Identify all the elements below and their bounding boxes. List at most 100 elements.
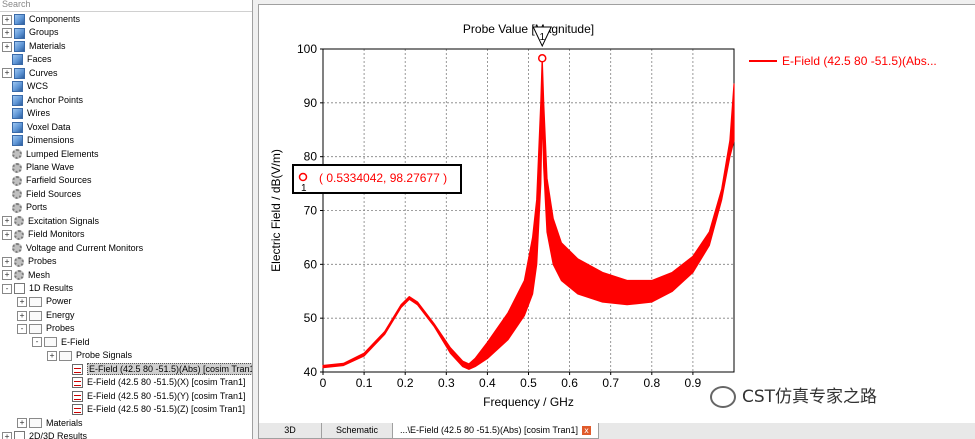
tree-item[interactable]: + Probes	[2, 255, 57, 268]
gear-icon	[12, 149, 22, 160]
collapse-icon[interactable]: -	[2, 283, 12, 294]
gear-icon	[14, 270, 24, 281]
tree-item[interactable]: E-Field (42.5 80 -51.5)(Abs) [cosim Tran…	[62, 362, 252, 376]
tree-item[interactable]: - E-Field	[32, 336, 90, 349]
marker-readout-box[interactable]	[292, 164, 462, 194]
tab-3d-label: 3D	[284, 425, 296, 435]
tree-line-icon	[62, 392, 70, 400]
tree-item-label: Voxel Data	[27, 121, 71, 132]
tree-item[interactable]: + Power	[17, 295, 72, 308]
x-tick-label: 0.2	[397, 376, 414, 390]
tree-item-label: Probes	[28, 256, 57, 267]
chart-title: Probe Value [Magnitude]	[463, 22, 594, 36]
gear-icon	[12, 243, 22, 254]
tree-item[interactable]: + Energy	[17, 309, 75, 322]
x-tick-label: 0.5	[520, 376, 537, 390]
marker-readout-point-icon	[298, 172, 308, 182]
tree-line-icon	[2, 83, 10, 91]
expand-icon[interactable]: +	[47, 350, 57, 361]
tree-item[interactable]: Dimensions	[2, 134, 74, 147]
chart-svg[interactable]: Probe Value [Magnitude] 0 0.1 0.2 0.3 0.4 0.5 0…	[259, 5, 975, 423]
expand-icon[interactable]: +	[2, 41, 12, 52]
tree-item[interactable]: + Curves	[2, 67, 58, 80]
tree-line-icon	[2, 96, 10, 104]
folder-icon	[29, 418, 42, 429]
y-tick-label: 90	[304, 96, 318, 110]
expand-icon[interactable]: +	[17, 297, 27, 308]
tree-item[interactable]: + Probe Signals	[47, 349, 132, 362]
folder-icon	[44, 337, 57, 348]
tree-line-icon	[62, 379, 70, 387]
tree-item[interactable]: E-Field (42.5 80 -51.5)(Y) [cosim Tran1]	[62, 390, 246, 403]
tree-line-icon	[2, 204, 10, 212]
tree-item[interactable]: E-Field (42.5 80 -51.5)(Z) [cosim Tran1]	[62, 403, 245, 416]
cube-icon	[14, 14, 25, 26]
tree-search-field[interactable]: Search	[0, 0, 252, 12]
marker-point[interactable]	[537, 54, 547, 63]
tree-item[interactable]: Plane Wave	[2, 161, 74, 174]
tree-item-label: Anchor Points	[27, 94, 84, 105]
expand-icon[interactable]: +	[2, 270, 12, 281]
tree-item[interactable]: Wires	[2, 107, 50, 120]
tree-item[interactable]: Lumped Elements	[2, 148, 99, 161]
cube-icon	[12, 94, 23, 106]
tree-item[interactable]: Anchor Points	[2, 94, 83, 107]
tree-item-label: Wires	[27, 108, 50, 119]
gear-icon	[14, 256, 24, 267]
collapse-icon[interactable]: -	[17, 323, 27, 334]
tree-item[interactable]: + Components	[2, 13, 80, 26]
tree-item-label: Curves	[29, 67, 58, 78]
tree-item[interactable]: + Mesh	[2, 269, 50, 282]
tree-item[interactable]: + Materials	[17, 417, 83, 430]
tree-item-label: Voltage and Current Monitors	[26, 242, 144, 253]
expand-icon[interactable]: +	[2, 431, 12, 439]
tree-item[interactable]: Voltage and Current Monitors	[2, 242, 143, 255]
close-icon[interactable]: x	[582, 426, 592, 436]
tree-item[interactable]: Field Sources	[2, 188, 81, 201]
tree-item-label: E-Field	[61, 336, 90, 347]
gear-icon	[12, 176, 22, 187]
y-tick-label: 60	[304, 257, 318, 271]
expand-icon[interactable]: +	[2, 216, 12, 227]
watermark-text: CST仿真专家之路	[742, 387, 878, 407]
sig-icon	[72, 377, 83, 389]
marker-readout-id: 1	[301, 183, 307, 194]
tree-line-icon	[2, 110, 10, 118]
tree-item[interactable]: + Materials	[2, 40, 66, 53]
tree-item[interactable]: - Probes	[17, 322, 75, 335]
expand-icon[interactable]: +	[17, 418, 27, 429]
tree-line-icon	[62, 365, 70, 373]
gear-icon	[14, 229, 24, 240]
tree-item[interactable]: Voxel Data	[2, 121, 71, 134]
tree-item[interactable]: Faces	[2, 53, 52, 66]
expand-icon[interactable]: +	[2, 256, 12, 267]
y-tick-label: 40	[304, 365, 318, 379]
expand-icon[interactable]: +	[17, 310, 27, 321]
tab-schematic[interactable]: Schematic	[321, 423, 393, 439]
plot-window[interactable]: Probe Value [Magnitude] 0 0.1 0.2 0.3 0.4 0.5 0…	[258, 4, 975, 424]
tree-item-label: E-Field (42.5 80 -51.5)(Y) [cosim Tran1]	[87, 390, 246, 401]
tree-item[interactable]: +2D/3D Results	[2, 430, 87, 439]
tab-result[interactable]: ...\E-Field (42.5 80 -51.5)(Abs) [cosim …	[392, 423, 599, 439]
tree-item[interactable]: Ports	[2, 201, 47, 214]
tree-item[interactable]: + Excitation Signals	[2, 215, 99, 228]
tree-item[interactable]: Farfield Sources	[2, 174, 92, 187]
expand-icon[interactable]: +	[2, 14, 12, 25]
expand-icon[interactable]: +	[2, 68, 12, 79]
cube-icon	[14, 27, 25, 39]
series-band[interactable]	[322, 57, 735, 370]
tree-item[interactable]: + Groups	[2, 26, 59, 39]
navigation-tree[interactable]: Search + Components + Groups + Materials Faces…	[0, 0, 253, 439]
tree-item-label: Farfield Sources	[26, 175, 92, 186]
expand-icon[interactable]: +	[2, 229, 12, 240]
tree-item[interactable]: E-Field (42.5 80 -51.5)(X) [cosim Tran1]	[62, 376, 246, 389]
tree-item[interactable]: - 1D Results	[2, 282, 73, 295]
collapse-icon[interactable]: -	[32, 337, 42, 348]
tree-item[interactable]: WCS	[2, 80, 48, 93]
tree-item-label: E-Field (42.5 80 -51.5)(Abs) [cosim Tran…	[87, 362, 252, 375]
expand-icon[interactable]: +	[2, 28, 12, 39]
sig-icon	[72, 404, 83, 416]
tab-3d[interactable]: 3D	[258, 423, 322, 439]
tree-item[interactable]: + Field Monitors	[2, 228, 85, 241]
marker-flag-icon[interactable]	[532, 26, 553, 48]
